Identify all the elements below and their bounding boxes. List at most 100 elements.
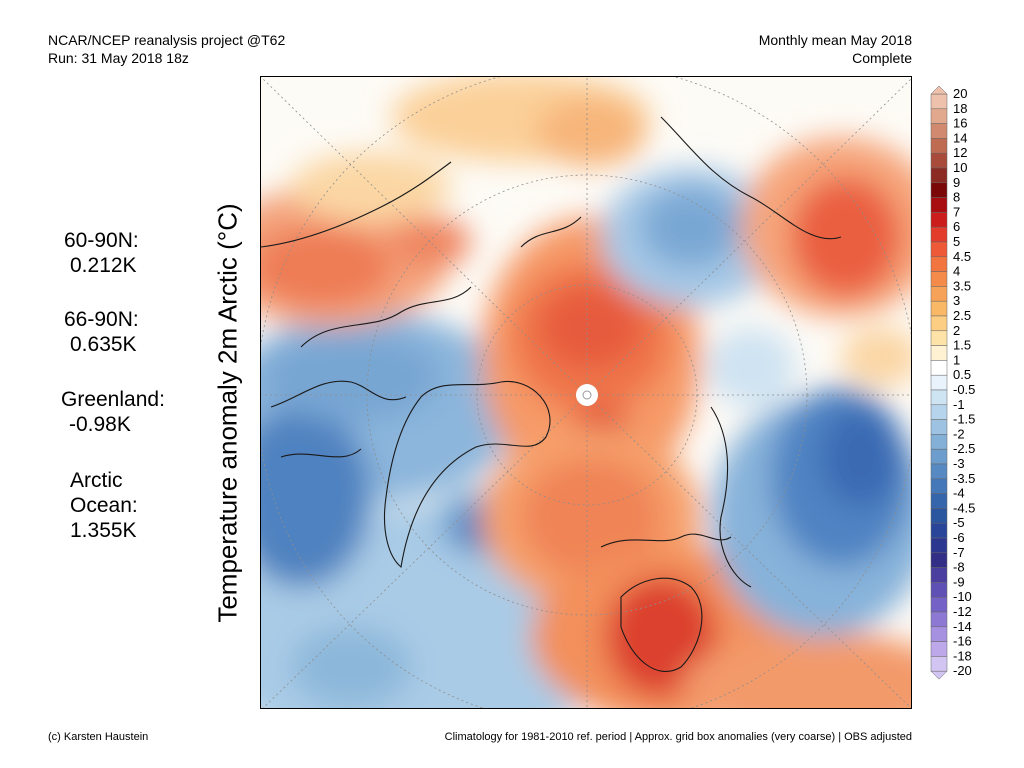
colorbar-swatch bbox=[930, 522, 948, 539]
stat-66-90n: 66-90N: 0.635K bbox=[64, 307, 139, 357]
colorbar-swatch bbox=[930, 596, 948, 613]
colorbar-tick-label: -16 bbox=[953, 634, 972, 649]
colorbar-tick-label: -5 bbox=[953, 515, 965, 530]
colorbar-swatch bbox=[930, 108, 948, 124]
period-title: Monthly mean May 2018 bbox=[758, 32, 912, 48]
colorbar-tick-label: -7 bbox=[953, 545, 965, 560]
colorbar-tick-label: -1.5 bbox=[953, 412, 975, 427]
colorbar-swatch bbox=[930, 493, 948, 509]
stat-label-2: Ocean: bbox=[70, 494, 138, 517]
stat-value: -0.98K bbox=[69, 413, 131, 436]
colorbar-tick-label: -4 bbox=[953, 486, 965, 501]
colorbar-swatch bbox=[930, 582, 948, 598]
colorbar-tick-label: 18 bbox=[953, 101, 967, 116]
colorbar-tick-label: 4 bbox=[953, 264, 960, 279]
colorbar-swatch bbox=[930, 152, 948, 169]
stat-value: 1.355K bbox=[70, 519, 137, 542]
colorbar-tick-label: -18 bbox=[953, 648, 972, 663]
colorbar-swatch bbox=[930, 656, 948, 672]
colorbar-tick-label: -12 bbox=[953, 604, 972, 619]
coastlines bbox=[261, 116, 842, 673]
run-time: Run: 31 May 2018 18z bbox=[48, 50, 189, 66]
vertical-axis-label: Temperature anomaly 2m Arctic (°C) bbox=[212, 203, 243, 623]
colorbar-tick-label: 8 bbox=[953, 190, 960, 205]
colorbar-swatch bbox=[930, 463, 948, 480]
colorbar-tick-label: -4.5 bbox=[953, 500, 975, 515]
header-right: Monthly mean May 2018 Complete bbox=[759, 31, 912, 67]
colorbar-tick-label: -3 bbox=[953, 456, 965, 471]
colorbar-arrow-top bbox=[930, 86, 948, 95]
colorbar-swatch bbox=[930, 478, 948, 494]
colorbar-tick-label: -6 bbox=[953, 530, 965, 545]
stat-label: 60-90N: bbox=[64, 229, 139, 252]
colorbar-swatch bbox=[930, 256, 948, 272]
colorbar-tick-label: 1 bbox=[953, 352, 960, 367]
colorbar-tick-label: 14 bbox=[953, 130, 967, 145]
colorbar-tick-label: -10 bbox=[953, 589, 972, 604]
colorbar-swatch bbox=[930, 448, 948, 465]
colorbar-tick-label: -14 bbox=[953, 619, 972, 634]
colorbar-swatch bbox=[930, 567, 948, 583]
pole-marker bbox=[576, 384, 598, 406]
stat-value: 0.635K bbox=[70, 333, 137, 356]
colorbar-swatch bbox=[930, 182, 948, 198]
colorbar-swatch bbox=[930, 300, 948, 317]
colorbar-tick-label: 9 bbox=[953, 175, 960, 190]
credit-text: (c) Karsten Haustein bbox=[48, 731, 149, 743]
project-title: NCAR/NCEP reanalysis project @T62 bbox=[48, 32, 286, 48]
climatology-note: Climatology for 1981-2010 ref. period | … bbox=[444, 731, 912, 743]
colorbar-swatch bbox=[930, 434, 948, 450]
colorbar-swatch bbox=[930, 93, 948, 110]
colorbar-swatch bbox=[930, 138, 948, 154]
colorbar-swatch bbox=[930, 345, 948, 361]
colorbar-tick-label: -8 bbox=[953, 560, 965, 575]
colorbar-tick-label: -2 bbox=[953, 426, 965, 441]
colorbar-swatch bbox=[930, 508, 948, 524]
stat-60-90n: 60-90N: 0.212K bbox=[64, 228, 139, 278]
colorbar-swatch bbox=[930, 419, 948, 435]
colorbar-swatch bbox=[930, 271, 948, 287]
header-left: NCAR/NCEP reanalysis project @T62 Run: 3… bbox=[48, 31, 285, 67]
colorbar-swatch bbox=[930, 286, 948, 302]
colorbar-swatch bbox=[930, 552, 948, 568]
colorbar-swatch bbox=[930, 212, 948, 228]
colorbar-swatch bbox=[930, 315, 948, 332]
colorbar-swatch bbox=[930, 197, 948, 213]
colorbar-tick-label: -9 bbox=[953, 574, 965, 589]
colorbar-tick-label: 12 bbox=[953, 145, 967, 160]
colorbar-tick-label: 3 bbox=[953, 293, 960, 308]
colorbar-tick-label: 5 bbox=[953, 234, 960, 249]
colorbar-arrow-bottom bbox=[930, 670, 948, 680]
stat-arctic-ocean: Arctic Ocean: 1.355K bbox=[70, 468, 138, 543]
colorbar-tick-label: 20 bbox=[953, 86, 967, 101]
colorbar-swatch bbox=[930, 241, 948, 258]
colorbar-tick-label: -2.5 bbox=[953, 441, 975, 456]
status-text: Complete bbox=[852, 50, 912, 66]
stat-label: 66-90N: bbox=[64, 308, 139, 331]
colorbar-tick-label: -1 bbox=[953, 397, 965, 412]
colorbar-tick-label: 0.5 bbox=[953, 367, 971, 382]
stat-label: Arctic bbox=[70, 469, 123, 492]
colorbar-tick-label: 3.5 bbox=[953, 278, 971, 293]
colorbar-tick-label: 2 bbox=[953, 323, 960, 338]
anomaly-map bbox=[260, 76, 912, 709]
colorbar-swatch bbox=[930, 167, 948, 184]
colorbar-tick-label: -0.5 bbox=[953, 382, 975, 397]
colorbar-swatch bbox=[930, 330, 948, 346]
colorbar-tick-label: -20 bbox=[953, 663, 972, 678]
colorbar-tick-label: 1.5 bbox=[953, 338, 971, 353]
stat-label: Greenland: bbox=[61, 388, 165, 411]
colorbar-swatch bbox=[930, 611, 948, 628]
colorbar-swatch bbox=[930, 626, 948, 642]
colorbar-tick-label: 4.5 bbox=[953, 249, 971, 264]
colorbar-tick-label: 7 bbox=[953, 204, 960, 219]
colorbar-tick-label: 16 bbox=[953, 116, 967, 131]
stat-value: 0.212K bbox=[70, 254, 137, 277]
colorbar-swatch bbox=[930, 374, 948, 391]
stat-greenland: Greenland: -0.98K bbox=[61, 387, 165, 437]
colorbar-swatch bbox=[930, 123, 948, 139]
colorbar-tick-label: 2.5 bbox=[953, 308, 971, 323]
colorbar-swatch bbox=[930, 404, 948, 420]
colorbar-tick-label: 10 bbox=[953, 160, 967, 175]
colorbar-swatch bbox=[930, 537, 948, 554]
